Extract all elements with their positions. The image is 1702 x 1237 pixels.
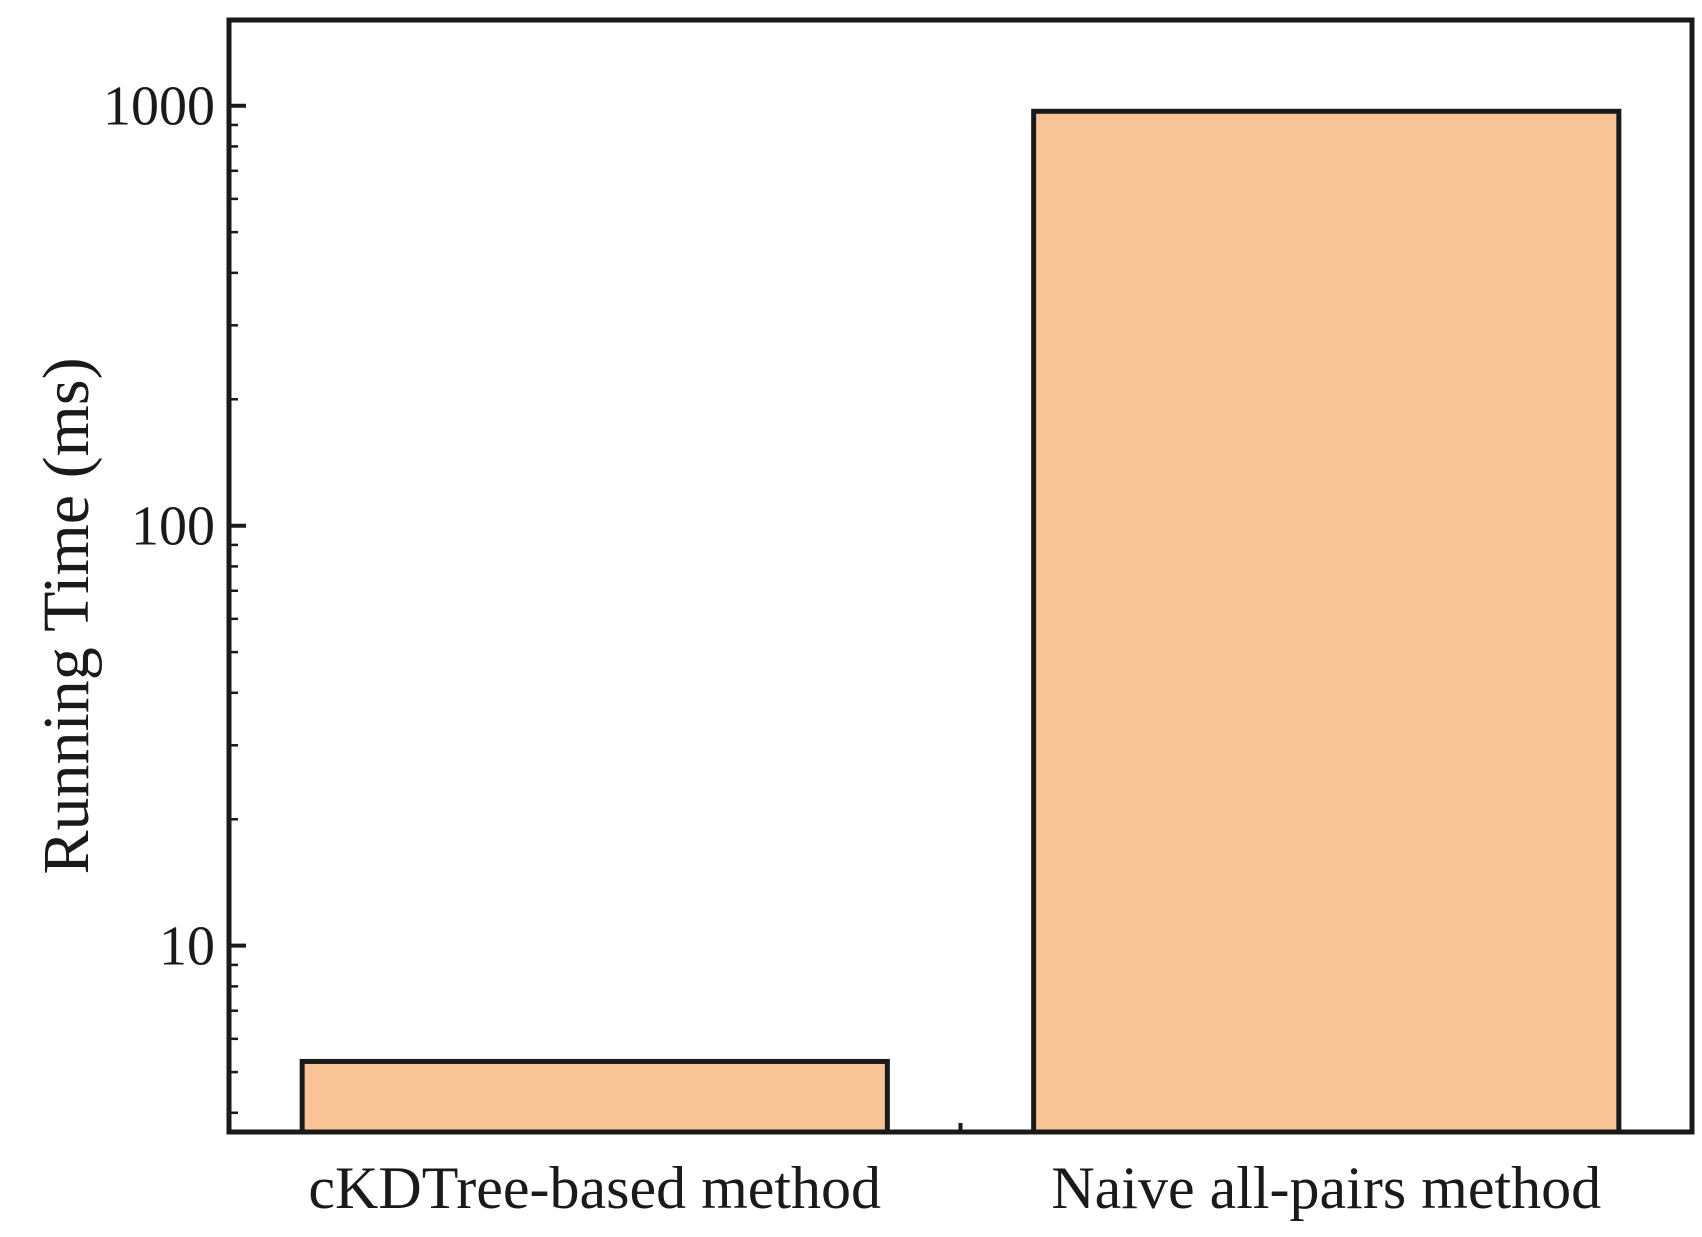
category-label: Naive all-pairs method [1051,1155,1601,1221]
y-tick-label: 10 [159,916,215,978]
category-label: cKDTree-based method [308,1155,881,1221]
bar-naive-all-pairs-method [1031,108,1622,1135]
plot-frame [226,17,1695,1135]
bars [299,108,1622,1135]
y-axis-label: Running Time (ms) [30,357,103,874]
y-tick-labels: 10 100 1000 [103,76,215,978]
y-tick-label: 100 [131,496,215,558]
bar-ckdtree-based-method [299,1058,890,1135]
y-tick-label: 1000 [103,76,215,138]
y-major-ticks [229,103,246,948]
category-labels: cKDTree-based method Naive all-pairs meth… [308,1155,1601,1221]
